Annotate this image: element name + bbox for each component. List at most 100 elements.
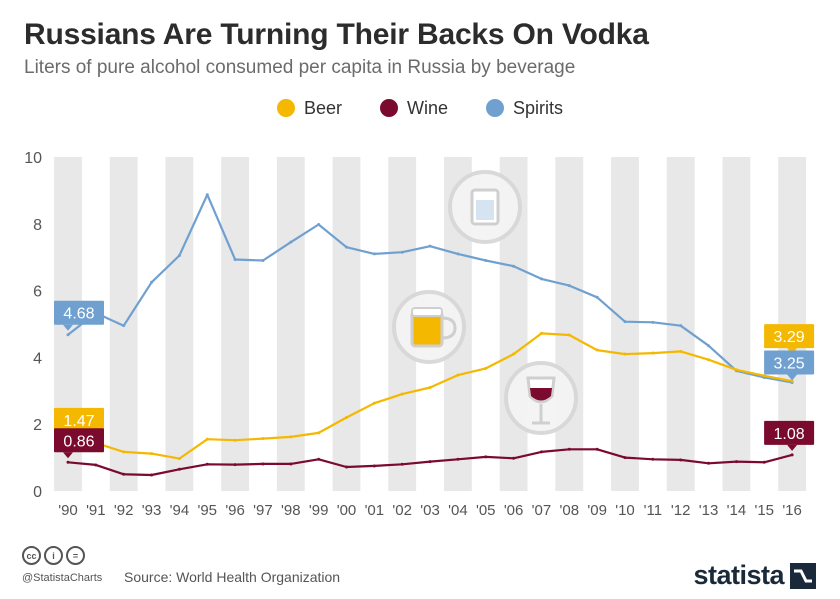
value-label-text: 3.29 xyxy=(774,329,805,346)
data-point-spirits xyxy=(428,244,432,248)
grid-band xyxy=(611,157,639,491)
data-point-spirits xyxy=(567,284,571,288)
data-point-wine xyxy=(595,447,599,451)
data-point-spirits xyxy=(205,193,209,197)
legend-item-spirits: Spirits xyxy=(486,96,563,120)
data-point-spirits xyxy=(595,295,599,299)
data-point-beer xyxy=(567,333,571,337)
data-point-beer xyxy=(539,331,543,335)
x-tick-label: '16 xyxy=(782,502,802,519)
x-tick-label: '03 xyxy=(420,502,440,519)
grid-band xyxy=(722,157,751,491)
x-tick-label: '05 xyxy=(476,502,496,519)
x-tick-label: '97 xyxy=(253,502,273,519)
x-tick-label: '14 xyxy=(727,502,747,519)
legend-item-wine: Wine xyxy=(380,96,448,120)
brand-logo[interactable]: statista xyxy=(693,560,816,591)
x-tick-label: '06 xyxy=(504,502,524,519)
x-tick-label: '96 xyxy=(225,502,245,519)
data-point-wine xyxy=(762,460,766,464)
data-point-spirits xyxy=(345,245,348,249)
x-tick-label: '91 xyxy=(86,502,106,519)
data-point-beer xyxy=(233,438,237,442)
data-point-wine xyxy=(456,457,460,461)
data-point-wine xyxy=(205,462,209,466)
data-point-spirits xyxy=(261,259,265,263)
grid-band xyxy=(276,157,305,491)
legend-swatch-wine xyxy=(380,99,398,117)
data-point-spirits xyxy=(539,277,543,281)
x-tick-label: '11 xyxy=(644,502,662,519)
value-label-text: 1.47 xyxy=(63,413,94,430)
water-glass-icon xyxy=(448,170,522,244)
y-tick-label: 2 xyxy=(33,417,42,434)
data-point-beer xyxy=(623,352,627,356)
data-point-beer xyxy=(428,385,432,389)
x-tick-label: '15 xyxy=(754,502,774,519)
x-tick-label: '09 xyxy=(587,502,607,519)
y-tick-label: 0 xyxy=(33,484,42,501)
value-label-spirits: 4.68 xyxy=(54,300,104,331)
data-point-wine xyxy=(400,462,404,466)
data-point-wine xyxy=(372,464,376,468)
value-label-wine: 1.08 xyxy=(764,420,815,451)
grid-band xyxy=(221,157,250,491)
data-point-spirits xyxy=(289,240,293,244)
data-point-spirits xyxy=(122,324,126,328)
data-point-beer xyxy=(400,392,404,396)
data-point-wine xyxy=(345,465,348,469)
data-point-beer xyxy=(372,401,376,405)
brand-name: statista xyxy=(693,560,784,590)
data-point-wine xyxy=(66,460,70,464)
x-tick-label: '98 xyxy=(281,502,301,519)
data-point-wine xyxy=(428,460,432,464)
grid-band xyxy=(555,157,584,491)
y-tick-label: 6 xyxy=(33,284,42,301)
data-point-beer xyxy=(762,374,766,378)
y-tick-label: 10 xyxy=(24,150,42,167)
data-point-beer xyxy=(456,373,460,377)
x-tick-label: '93 xyxy=(142,502,162,519)
data-point-wine xyxy=(261,462,265,466)
data-point-spirits xyxy=(456,252,460,256)
y-tick-label: 4 xyxy=(33,350,42,367)
data-point-beer xyxy=(707,358,711,362)
data-point-wine xyxy=(150,473,154,477)
data-point-spirits xyxy=(512,264,516,268)
value-label-spirits: 3.25 xyxy=(764,350,815,381)
data-point-beer xyxy=(122,450,126,454)
legend: Beer Wine Spirits xyxy=(0,96,840,120)
no-derivatives-icon: = xyxy=(66,546,85,565)
x-tick-label: '00 xyxy=(337,502,357,519)
data-point-spirits xyxy=(400,250,404,254)
y-tick-label: 8 xyxy=(33,217,42,234)
x-tick-label: '94 xyxy=(170,502,190,519)
data-point-spirits xyxy=(651,320,655,324)
data-point-beer xyxy=(679,349,683,353)
creative-commons-icon: cc xyxy=(22,546,41,565)
data-point-spirits xyxy=(66,333,70,337)
data-point-beer xyxy=(317,431,321,435)
x-tick-label: '04 xyxy=(448,502,468,519)
data-point-wine xyxy=(484,455,488,459)
data-point-beer xyxy=(205,437,209,441)
x-tick-label: '08 xyxy=(560,502,580,519)
data-point-beer xyxy=(651,351,655,355)
data-point-wine xyxy=(790,453,794,457)
x-tick-label: '10 xyxy=(615,502,635,519)
grid-band xyxy=(332,157,361,491)
value-label-beer: 3.29 xyxy=(764,324,815,355)
data-point-wine xyxy=(177,467,181,471)
data-point-wine xyxy=(679,458,683,462)
data-point-wine xyxy=(512,456,516,460)
value-label-text: 1.08 xyxy=(774,426,805,443)
series-wine xyxy=(66,447,794,477)
beer-mug-icon xyxy=(392,290,466,364)
data-point-beer xyxy=(595,348,599,352)
x-tick-label: '07 xyxy=(532,502,552,519)
data-point-spirits xyxy=(317,222,321,226)
legend-label-spirits: Spirits xyxy=(513,97,564,118)
legend-label-beer: Beer xyxy=(303,97,342,118)
value-label-text: 0.86 xyxy=(63,433,94,450)
data-point-wine xyxy=(122,472,126,476)
